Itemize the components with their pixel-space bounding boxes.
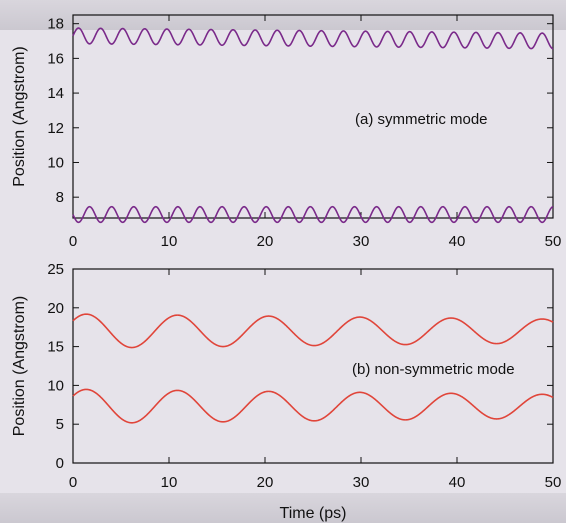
x-tick-label: 0 (69, 233, 77, 250)
x-tick-label: 10 (161, 474, 178, 491)
x-tick-label: 50 (545, 474, 562, 491)
y-tick-label: 12 (47, 120, 64, 137)
y-axis-label: Position (Angstrom) (11, 46, 28, 187)
y-tick-label: 5 (56, 416, 64, 433)
series-line-1 (73, 28, 553, 49)
series-line-1 (73, 314, 553, 347)
panel-top: 0 10 20 30 40 50 8 10 12 14 16 18 Position (Angstrom… (11, 15, 561, 250)
y-tick-label: 16 (47, 50, 64, 67)
x-tick-label: 0 (69, 474, 77, 491)
series-line-2 (73, 207, 553, 223)
x-tick-label: 10 (161, 233, 178, 250)
y-tick-label: 25 (47, 261, 64, 278)
y-tick-label: 10 (47, 154, 64, 171)
panel-bottom: 0 10 20 30 40 50 0 5 10 15 20 25 Position (Angstrom)… (11, 261, 561, 522)
x-tick-label: 50 (545, 233, 562, 250)
x-tick-label: 20 (257, 474, 274, 491)
panel-annotation: (b) non-symmetric mode (352, 361, 515, 378)
y-tick-label: 18 (47, 16, 64, 33)
y-tick-label: 10 (47, 377, 64, 394)
x-tick-label: 30 (353, 474, 370, 491)
y-tick-label: 8 (56, 189, 64, 206)
x-tick-label: 40 (449, 474, 466, 491)
y-tick-label: 0 (56, 455, 64, 472)
x-axis-label: Time (ps) (280, 505, 347, 522)
x-tick-label: 20 (257, 233, 274, 250)
x-tick-label: 30 (353, 233, 370, 250)
y-axis-label: Position (Angstrom) (11, 296, 28, 437)
x-tick-label: 40 (449, 233, 466, 250)
series-line-2 (73, 389, 553, 422)
panel-annotation: (a) symmetric mode (355, 111, 488, 128)
y-tick-label: 14 (47, 85, 64, 102)
y-tick-label: 15 (47, 339, 64, 356)
y-tick-label: 20 (47, 300, 64, 317)
